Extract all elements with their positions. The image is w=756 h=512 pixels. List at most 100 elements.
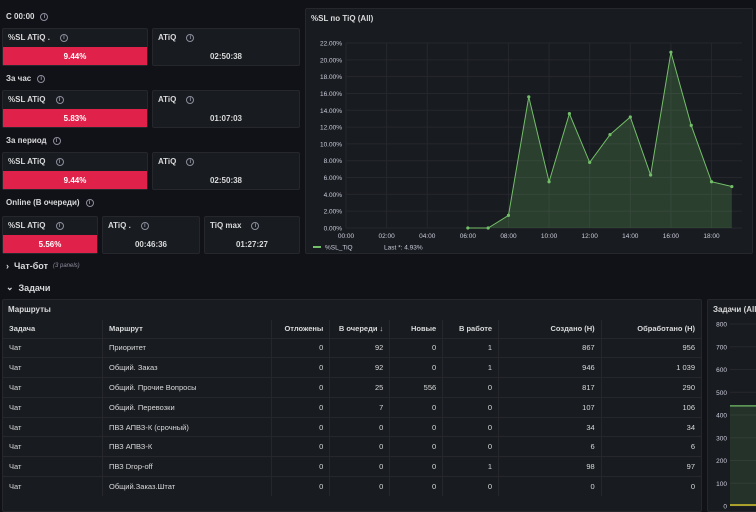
y-tick-label: 12.00% [320, 125, 342, 132]
stat-panel-sl-online[interactable]: %SL ATiQ i 5.56% [2, 216, 98, 254]
data-point [709, 180, 714, 184]
x-tick-label: 06:00 [460, 233, 477, 240]
info-icon[interactable]: i [55, 157, 64, 166]
info-icon[interactable]: i [186, 33, 195, 42]
chevron-right-icon: › [6, 261, 9, 271]
table-row[interactable]: Чат Общий.Заказ.Штат 0 0 0 0 0 0 [3, 476, 701, 497]
table-row[interactable]: Чат Общий. Прочие Вопросы 0 25 556 0 817 290 [3, 377, 701, 398]
table-cell: 92 [329, 337, 390, 358]
table-cell: 0 [271, 337, 330, 358]
y-tick-label: 22.00% [320, 41, 342, 48]
table-cell: 0 [442, 476, 499, 497]
x-tick-label: 18:00 [703, 233, 720, 240]
y-tick-label: 700 [716, 344, 727, 351]
atiq-value: 02:50:38 [209, 175, 243, 185]
y-tick-label: 800 [716, 322, 727, 329]
y-tick-label: 400 [716, 413, 727, 420]
y-tick-label: 14.00% [320, 108, 342, 115]
stat-panel-atiq-midnight[interactable]: ATiQ i 02:50:38 [152, 28, 300, 66]
table-cell: Общий.Заказ.Штат [101, 476, 272, 497]
table-row[interactable]: Чат ПВЗ АПВЗ-К (срочный) 0 0 0 0 34 34 [3, 416, 701, 437]
y-tick-label: 600 [716, 367, 727, 374]
routes-table-panel[interactable]: Маршруты Задача Маршрут Отложены В очере… [2, 299, 702, 512]
table-cell: 0 [442, 377, 499, 398]
row-toggle-chatbot[interactable]: › Чат-бот (3 panels) [6, 261, 80, 271]
column-header-sorted[interactable]: В очереди ↓ [329, 320, 390, 338]
column-header[interactable]: Задача [9, 324, 36, 334]
column-header[interactable]: Отложены [271, 320, 330, 338]
data-point [588, 160, 592, 165]
table-cell: Чат [3, 377, 103, 398]
column-header[interactable]: Новые [389, 320, 443, 338]
data-point [730, 184, 734, 189]
table-row[interactable]: Чат Общий. Перевозки 0 7 0 0 107 106 [3, 396, 701, 418]
sl-value: 5.83% [3, 109, 147, 127]
table-row[interactable]: Чат ПВЗ Drop-off 0 0 0 1 98 97 [3, 456, 701, 477]
table-cell: 0 [271, 396, 330, 418]
table-cell: 0 [498, 476, 602, 497]
table-cell: 0 [389, 436, 443, 457]
stat-panel-sl-midnight[interactable]: %SL ATiQ .i 9.44% [2, 28, 148, 66]
table-cell: 34 [600, 416, 701, 437]
table-cell: 0 [389, 476, 443, 497]
x-tick-label: 10:00 [541, 233, 558, 240]
x-tick-label: 02:00 [378, 233, 395, 240]
table-cell: 1 [442, 357, 499, 378]
stat-panel-atiq-hour[interactable]: ATiQ i 01:07:03 [152, 90, 300, 128]
data-point [547, 180, 551, 184]
y-tick-label: 20.00% [320, 57, 342, 64]
info-icon[interactable]: i [55, 221, 64, 230]
sl-value: 5.56% [3, 235, 97, 253]
info-icon[interactable]: i [37, 74, 46, 83]
info-icon[interactable]: i [186, 95, 195, 104]
table-cell: 0 [389, 396, 443, 418]
info-icon[interactable]: i [251, 221, 260, 230]
info-icon[interactable]: i [140, 221, 149, 230]
info-icon[interactable]: i [55, 95, 64, 104]
table-cell: 7 [329, 396, 390, 418]
y-tick-label: 300 [716, 435, 727, 442]
stat-panel-sl-period[interactable]: %SL ATiQ i 9.44% [2, 152, 148, 190]
stat-panel-atiq-online[interactable]: ATiQ .i 00:46:36 [102, 216, 200, 254]
section-title-since-midnight: С 00:00 i [6, 12, 49, 21]
table-cell: Общий. Перевозки [101, 396, 272, 418]
table-cell: 97 [600, 456, 701, 477]
chevron-down-icon: ⌄ [6, 282, 14, 292]
table-cell: 1 [442, 337, 499, 358]
table-cell: 946 [498, 357, 602, 378]
info-icon[interactable]: i [40, 12, 49, 21]
row-toggle-tasks[interactable]: ⌄ Задачи [6, 282, 51, 293]
info-icon[interactable]: i [52, 136, 61, 145]
column-header[interactable]: Обработано (Н) [600, 320, 701, 338]
sort-arrow-icon: ↓ [379, 324, 384, 334]
info-icon[interactable]: i [186, 157, 195, 166]
stat-panel-tiq-max-online[interactable]: TiQ max i 01:27:27 [204, 216, 300, 254]
data-point [506, 213, 511, 217]
stat-panel-atiq-period[interactable]: ATiQ i 02:50:38 [152, 152, 300, 190]
chart-panel-sl-tiq[interactable]: %SL по TiQ (All) 0.00% 2.00% 4.00% 6.00% 8.0… [305, 8, 753, 254]
table-cell: 0 [600, 476, 701, 497]
y-tick-label: 4.00% [324, 192, 343, 199]
table-cell: 290 [600, 377, 701, 398]
table-cell: 0 [442, 416, 499, 437]
table-cell: Чат [3, 337, 103, 358]
column-header[interactable]: Создано (Н) [498, 320, 602, 338]
routes-title: Маршруты [8, 305, 51, 314]
table-row[interactable]: Чат Приоритет 0 92 0 1 867 956 [3, 337, 701, 358]
tasks-chart-panel[interactable]: Задачи (All) 0 100 200 300 400 500 600 700 800 [707, 299, 756, 512]
legend-label: %SL_TiQ [325, 245, 353, 252]
table-row[interactable]: Чат Общий. Заказ 0 92 0 1 946 1 039 [3, 357, 701, 378]
x-tick-label: 16:00 [663, 233, 680, 240]
column-header[interactable]: Маршрут [101, 320, 272, 338]
info-icon[interactable]: i [59, 33, 68, 42]
x-tick-label: 08:00 [500, 233, 517, 240]
table-cell: 0 [389, 337, 443, 358]
column-header[interactable]: В работе [442, 320, 499, 338]
table-cell: ПВЗ Drop-off [101, 456, 272, 477]
info-icon[interactable]: i [85, 198, 94, 207]
table-row[interactable]: Чат ПВЗ АПВЗ-К 0 0 0 0 6 6 [3, 436, 701, 457]
stat-panel-sl-hour[interactable]: %SL ATiQ i 5.83% [2, 90, 148, 128]
table-cell: 6 [498, 436, 602, 457]
table-cell: 0 [329, 436, 390, 457]
data-point [527, 95, 531, 99]
